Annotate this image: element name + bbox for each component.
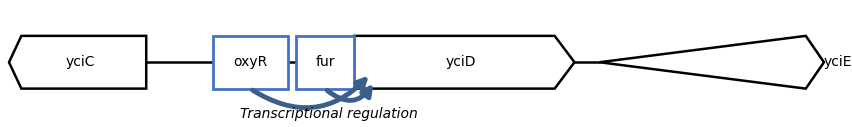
Text: fur: fur	[315, 55, 335, 69]
Bar	[296, 36, 354, 89]
Text: Transcriptional regulation: Transcriptional regulation	[240, 107, 418, 121]
Bar	[213, 36, 288, 89]
Text: oxyR: oxyR	[233, 55, 268, 69]
Polygon shape	[354, 36, 574, 89]
Polygon shape	[600, 36, 824, 89]
Polygon shape	[9, 36, 147, 89]
Text: yciD: yciD	[445, 55, 475, 69]
Text: yciC: yciC	[66, 55, 95, 69]
Text: yciE: yciE	[824, 55, 852, 69]
